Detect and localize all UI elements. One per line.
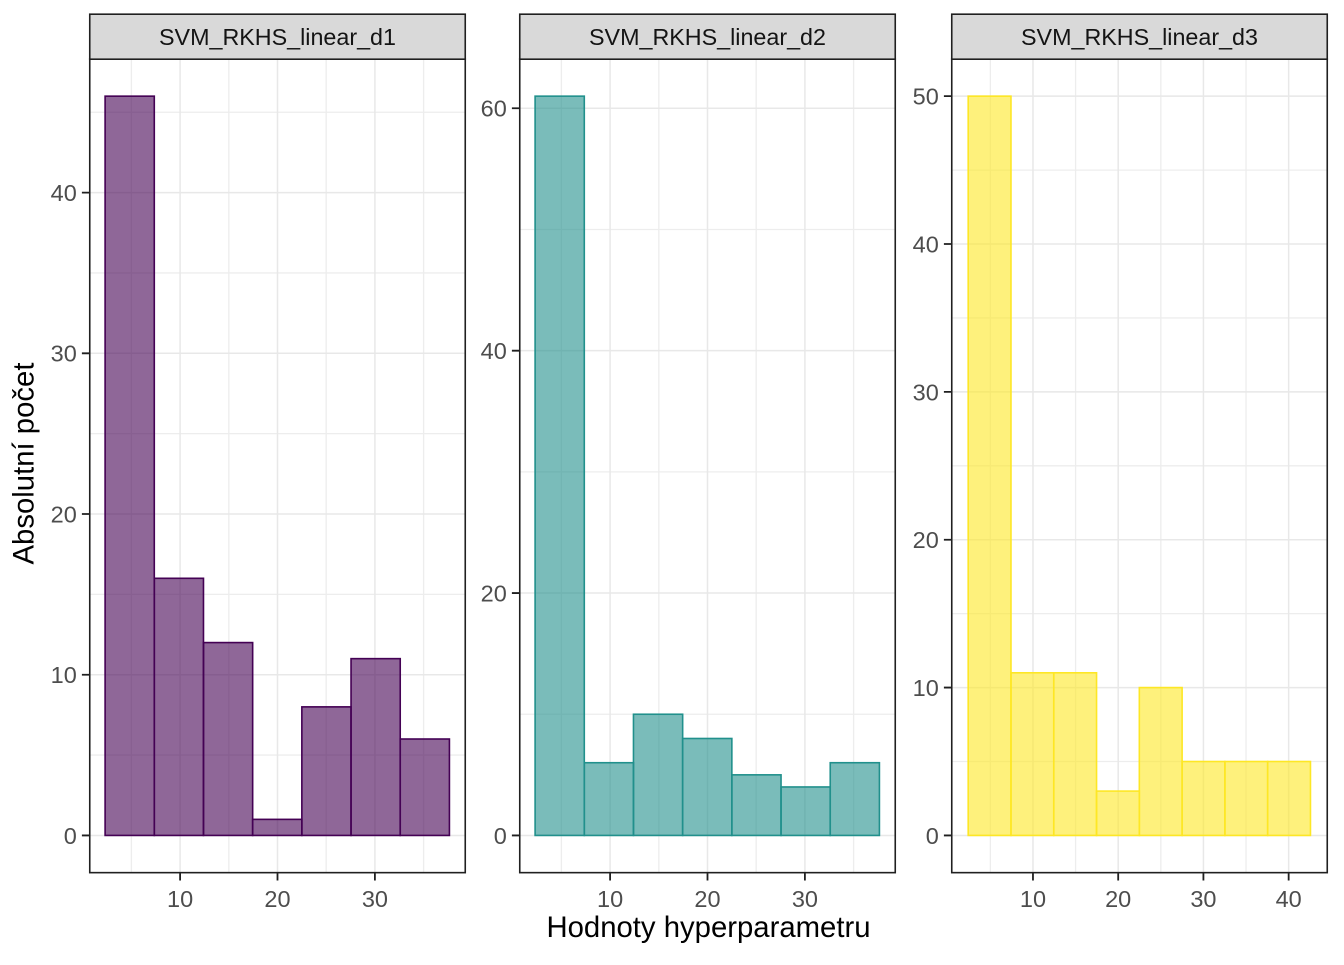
svg-text:20: 20 [264, 886, 290, 912]
svg-text:20: 20 [51, 501, 77, 527]
svg-text:0: 0 [494, 823, 507, 849]
svg-text:30: 30 [913, 379, 939, 405]
svg-text:40: 40 [481, 338, 507, 364]
svg-text:30: 30 [362, 886, 388, 912]
svg-text:10: 10 [167, 886, 193, 912]
svg-text:SVM_RKHS_linear_d2: SVM_RKHS_linear_d2 [589, 24, 826, 50]
svg-text:10: 10 [51, 662, 77, 688]
svg-text:10: 10 [597, 886, 623, 912]
svg-text:20: 20 [913, 527, 939, 553]
svg-text:10: 10 [1020, 886, 1046, 912]
svg-text:Hodnoty hyperparametru: Hodnoty hyperparametru [546, 911, 870, 944]
svg-text:30: 30 [51, 341, 77, 367]
svg-text:10: 10 [913, 675, 939, 701]
svg-text:60: 60 [481, 96, 507, 122]
svg-text:30: 30 [1190, 886, 1216, 912]
svg-text:40: 40 [51, 180, 77, 206]
svg-text:SVM_RKHS_linear_d3: SVM_RKHS_linear_d3 [1021, 24, 1258, 50]
svg-text:0: 0 [64, 823, 77, 849]
svg-text:30: 30 [792, 886, 818, 912]
svg-text:20: 20 [694, 886, 720, 912]
svg-text:40: 40 [1276, 886, 1302, 912]
svg-text:50: 50 [913, 84, 939, 110]
svg-text:20: 20 [1105, 886, 1131, 912]
svg-text:SVM_RKHS_linear_d1: SVM_RKHS_linear_d1 [159, 24, 396, 50]
svg-text:0: 0 [926, 823, 939, 849]
svg-text:Absolutní počet: Absolutní počet [8, 363, 41, 565]
svg-text:20: 20 [481, 580, 507, 606]
svg-text:40: 40 [913, 231, 939, 257]
